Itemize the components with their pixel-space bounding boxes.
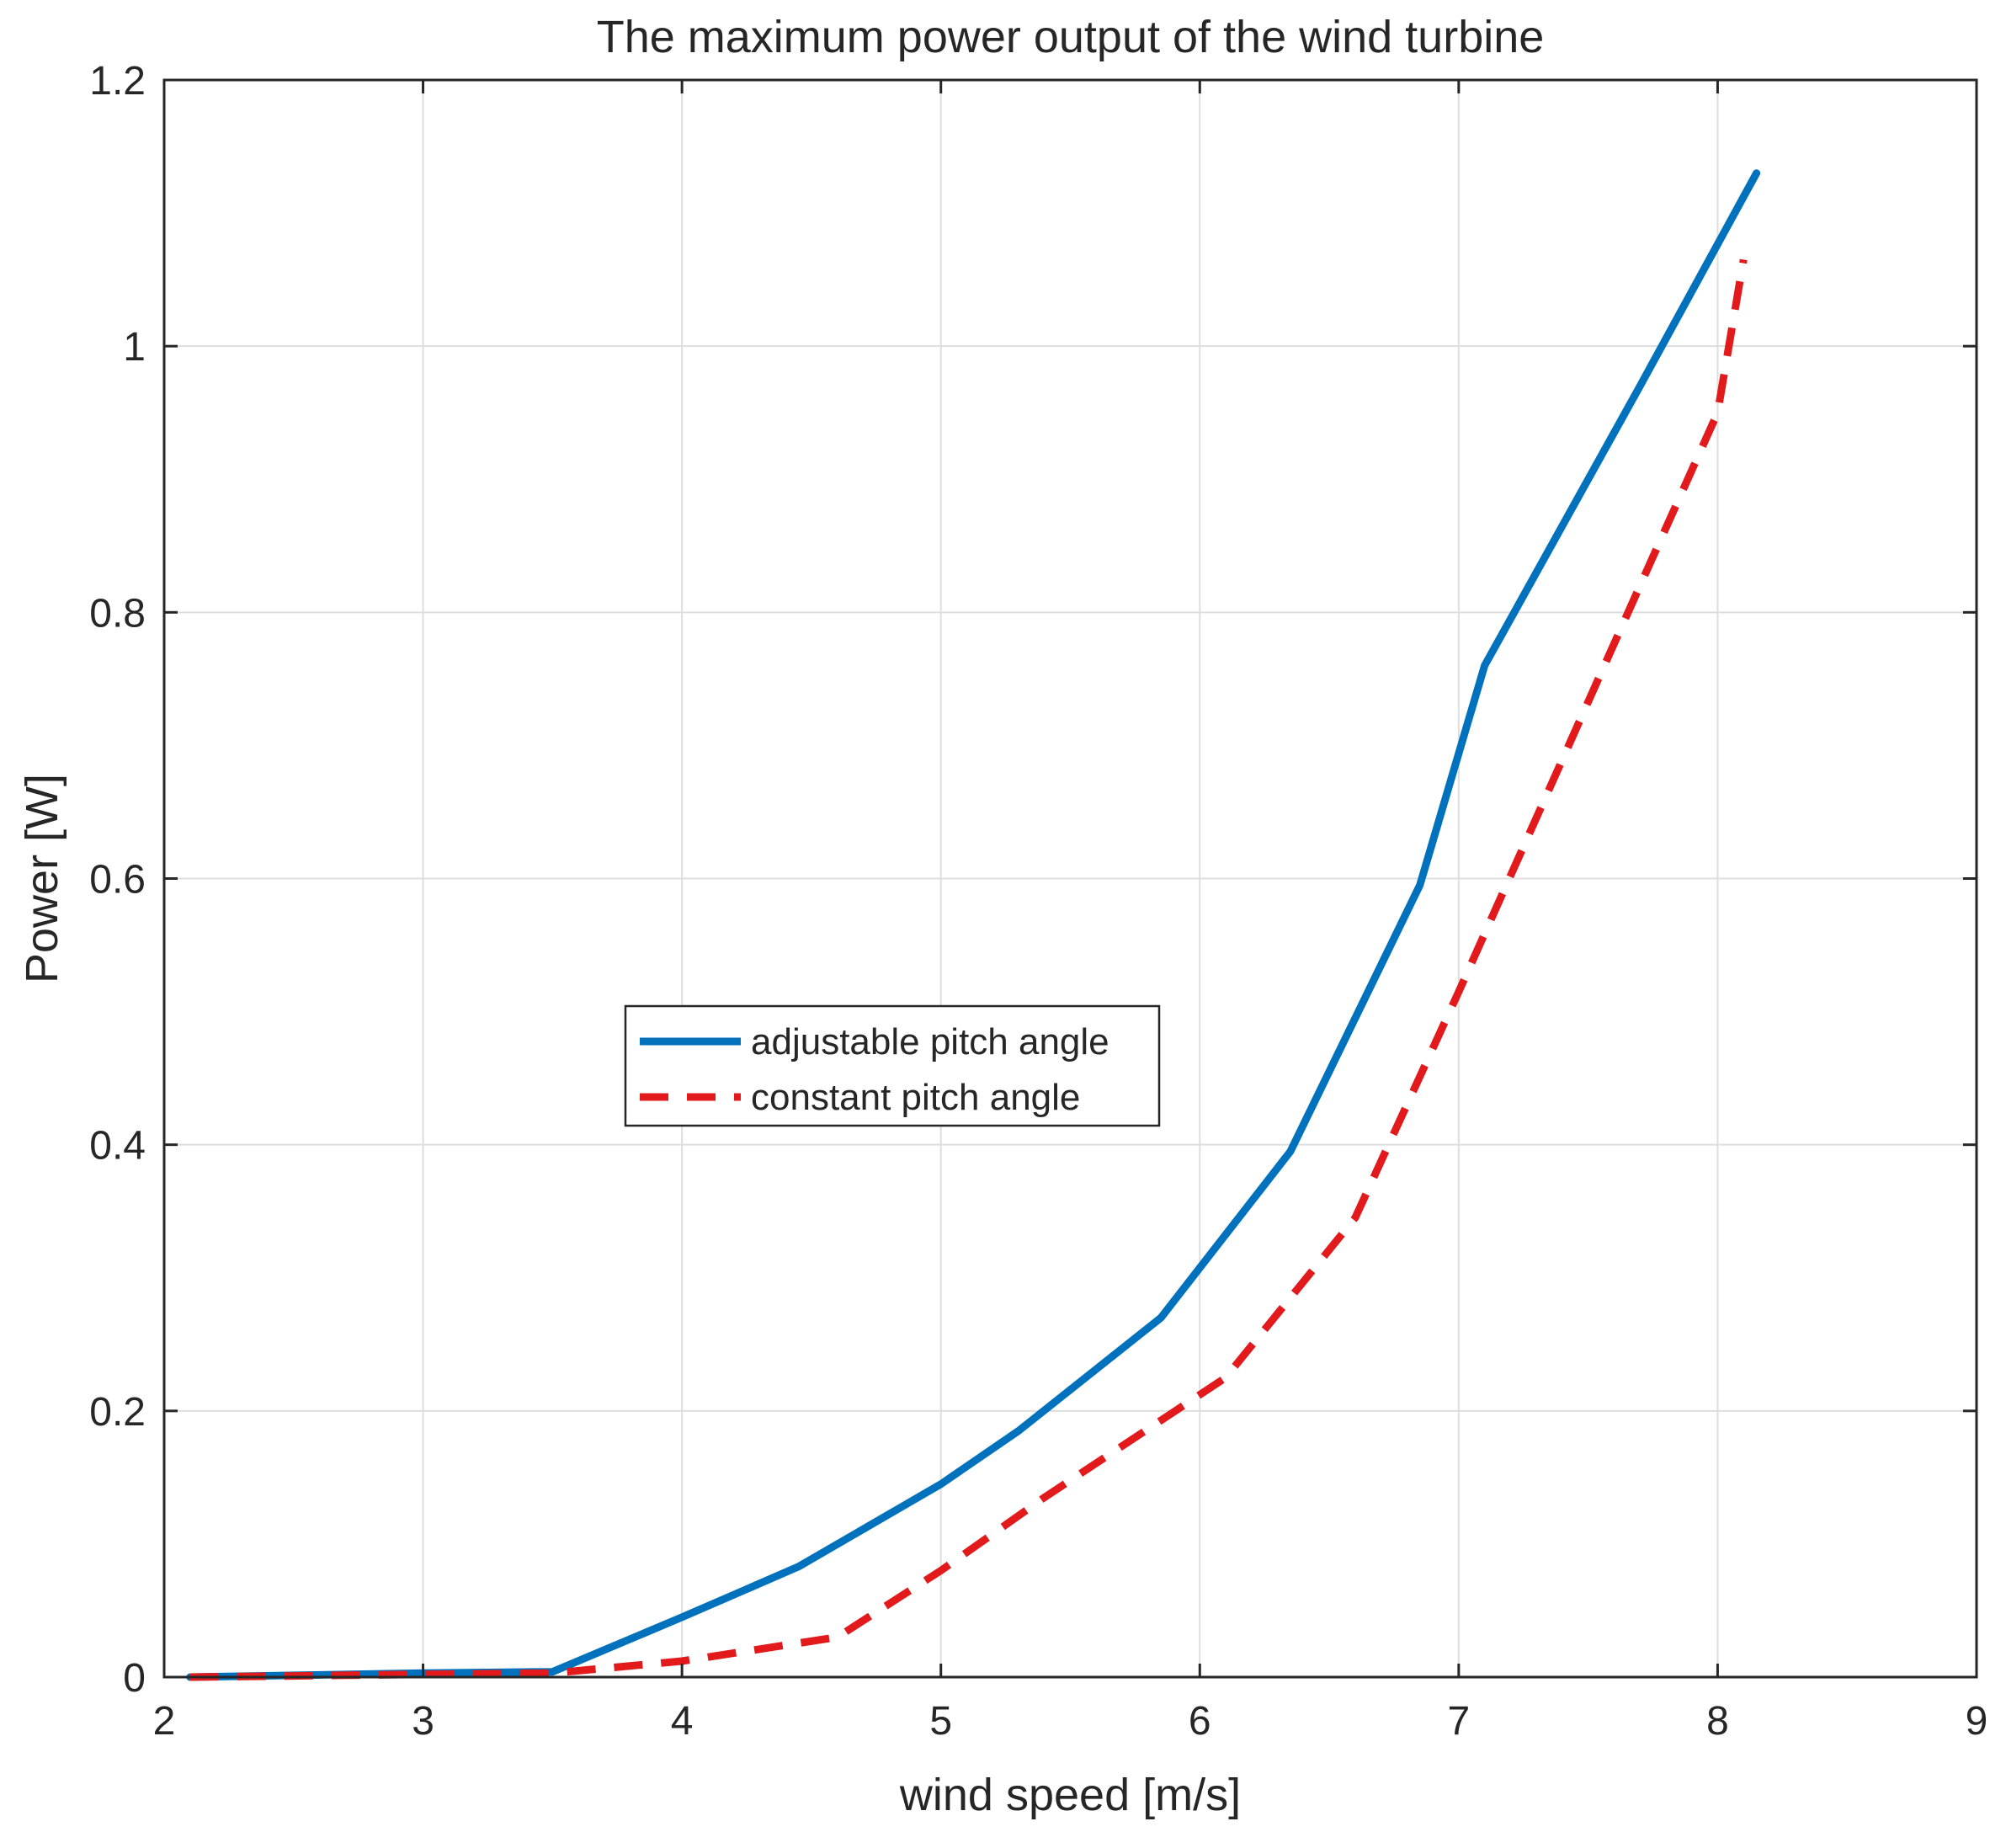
y-tick-label: 0.8 [89,591,146,636]
y-tick-label: 1.2 [89,59,146,104]
x-tick-label: 9 [1966,1699,1988,1744]
series-line-adjustable-pitch [186,169,1761,1681]
x-tick-label: 7 [1448,1699,1471,1744]
y-tick-label: 0.2 [89,1390,146,1435]
legend-label-adjustable: adjustable pitch angle [751,1021,1109,1062]
y-tick-label: 0.4 [89,1124,146,1169]
ticks: 2 3 4 5 6 7 8 9 0 0.2 0.4 0.6 0.8 1 1.2 [89,59,1987,1744]
legend: adjustable pitch angle constant pitch an… [624,1004,1161,1127]
x-tick-label: 5 [929,1699,952,1744]
y-tick-label: 0 [123,1656,146,1701]
x-tick-label: 3 [412,1699,434,1744]
grid [163,79,1977,1678]
chart-title: The maximum power output of the wind tur… [597,12,1545,62]
x-tick-label: 6 [1189,1699,1211,1744]
x-tick-label: 8 [1706,1699,1729,1744]
series-line-constant-pitch [189,258,1748,1681]
x-tick-label: 4 [671,1699,694,1744]
x-axis-label: wind speed [m/s] [899,1770,1241,1820]
legend-label-constant: constant pitch angle [751,1077,1080,1118]
x-tick-label: 2 [153,1699,176,1744]
y-axis-label: Power [W] [17,774,67,983]
series-group [186,169,1761,1681]
legend-box [624,1004,1161,1127]
y-tick-label: 0.6 [89,858,146,903]
y-tick-label: 1 [123,325,146,370]
